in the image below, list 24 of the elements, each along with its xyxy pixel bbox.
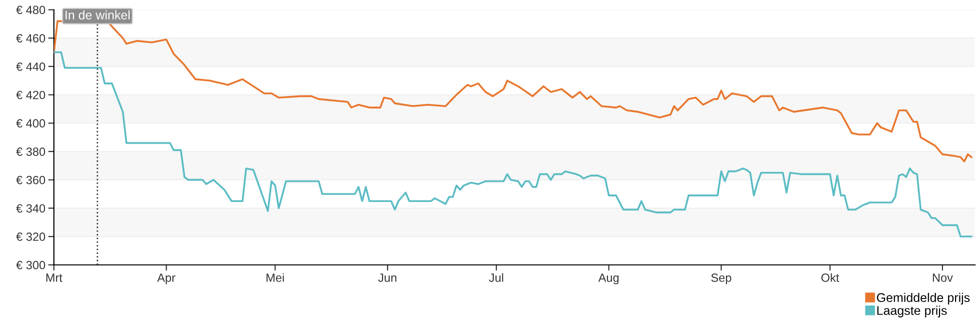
x-tick-label: Mrt: [46, 274, 62, 282]
x-tick-label: Jun: [378, 274, 396, 282]
y-tick-label: € 440: [16, 62, 46, 71]
y-tick-label: € 480: [16, 6, 46, 14]
line-series: [54, 20, 972, 162]
y-tick-label: € 400: [16, 119, 46, 128]
y-tick-label: € 380: [16, 148, 46, 156]
y-tick-label: € 460: [16, 34, 46, 42]
x-tick-label: Aug: [598, 274, 619, 284]
y-tick-label: € 340: [16, 204, 46, 213]
legend-label: Gemiddelde prijs: [876, 292, 970, 304]
x-tick-label: Mei: [266, 273, 284, 282]
x-tick-label: Jul: [489, 273, 504, 282]
x-tick-label: Okt: [821, 273, 840, 282]
x-tick-label: Nov: [932, 274, 953, 282]
legend-label: Laagste prijs: [877, 306, 947, 318]
line-series: [54, 51, 972, 238]
x-tick-label: Apr: [157, 274, 176, 284]
x-tick-label: Sep: [711, 274, 732, 284]
y-tick-label: € 320: [16, 232, 46, 241]
y-tick-label: € 300: [16, 260, 46, 270]
ref-line-label: In de winkel: [66, 10, 130, 20]
y-tick-label: € 360: [16, 176, 46, 184]
y-tick-label: € 420: [16, 90, 46, 100]
